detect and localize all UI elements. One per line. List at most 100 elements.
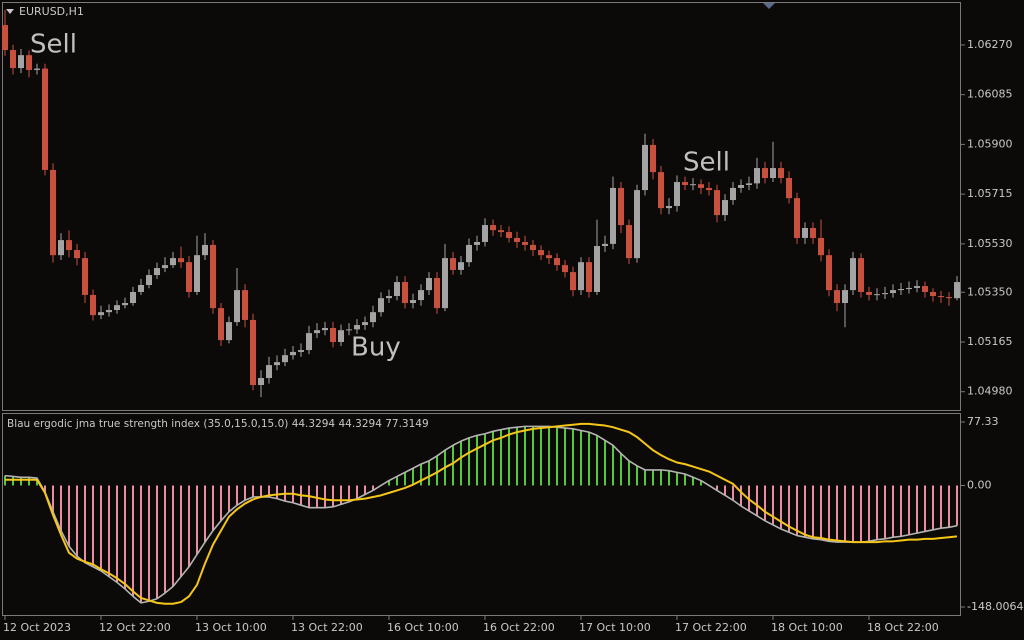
candle-body <box>538 250 544 256</box>
histogram-bar <box>132 485 134 597</box>
candle-body <box>682 182 688 185</box>
candle-body <box>266 365 272 379</box>
histogram-bar <box>396 476 398 486</box>
histogram-bar <box>52 485 54 512</box>
x-tick-label: 17 Oct 22:00 <box>675 621 747 634</box>
price-pane <box>2 2 961 411</box>
histogram-bar <box>220 485 222 521</box>
histogram-bar <box>276 485 278 499</box>
symbol-menu[interactable] <box>6 9 14 14</box>
histogram-bar <box>268 485 270 497</box>
histogram-bar <box>508 428 510 486</box>
candle-body <box>730 187 736 201</box>
histogram-bar <box>188 485 190 567</box>
histogram-bar <box>324 485 326 508</box>
histogram-bar <box>460 441 462 486</box>
histogram-bar <box>468 437 470 486</box>
histogram-bar <box>820 485 822 540</box>
candle-body <box>786 178 792 199</box>
candle-body <box>98 312 104 316</box>
candle-body <box>626 225 632 259</box>
shift-marker[interactable] <box>763 3 775 9</box>
histogram-bar <box>684 473 686 486</box>
histogram-bar <box>116 485 118 583</box>
candle-body <box>450 258 456 270</box>
candle-body <box>274 362 280 366</box>
candle-body <box>234 290 240 323</box>
histogram-bar <box>652 469 654 486</box>
histogram-bar <box>636 465 638 486</box>
y-tick-label: 1.06270 <box>967 38 1013 51</box>
histogram-bar <box>420 464 422 486</box>
histogram-bar <box>804 485 806 538</box>
x-tick-label: 17 Oct 10:00 <box>579 621 651 634</box>
histogram-bar <box>844 485 846 543</box>
histogram-bar <box>84 485 86 563</box>
histogram-bar <box>476 435 478 486</box>
histogram-bar <box>68 485 70 547</box>
candle-body <box>554 258 560 266</box>
histogram-bar <box>892 485 894 538</box>
histogram-bar <box>316 485 318 508</box>
histogram-bar <box>92 485 94 567</box>
candle-body <box>258 378 264 385</box>
histogram-bar <box>828 485 830 542</box>
candle-body <box>530 244 536 251</box>
candle-body <box>842 290 848 304</box>
histogram-bar <box>260 485 262 497</box>
histogram-bar <box>44 485 46 493</box>
candle-body <box>810 228 816 238</box>
candle-body <box>834 290 840 304</box>
candle-body <box>186 262 192 292</box>
histogram-bar <box>572 428 574 486</box>
candle-body <box>618 187 624 226</box>
histogram-bar <box>36 478 38 486</box>
candle-body <box>410 300 416 304</box>
y-tick-label: 1.05165 <box>967 335 1013 348</box>
candle-body <box>570 272 576 291</box>
histogram-bar <box>140 485 142 603</box>
histogram-bar <box>836 485 838 543</box>
histogram-bar <box>924 485 926 532</box>
candle-body <box>322 328 328 331</box>
candle-body <box>138 284 144 292</box>
histogram-bar <box>796 485 798 536</box>
histogram-bar <box>404 472 406 486</box>
histogram-bar <box>884 485 886 539</box>
candle-body <box>506 232 512 238</box>
candle-body <box>314 330 320 334</box>
candle-body <box>522 241 528 245</box>
candle-body <box>2 25 8 51</box>
histogram-bar <box>860 485 862 543</box>
candle-body <box>602 243 608 247</box>
histogram-bar <box>580 430 582 486</box>
signal-label: Sell <box>683 148 730 178</box>
histogram-bar <box>228 485 230 512</box>
histogram-bar <box>612 445 614 486</box>
candle-body <box>642 144 648 191</box>
candle-body <box>922 286 928 292</box>
histogram-bar <box>676 472 678 486</box>
histogram-bar <box>724 485 726 496</box>
candle-body <box>738 184 744 188</box>
candle-body <box>290 351 296 356</box>
histogram-bar <box>596 435 598 486</box>
candle-body <box>850 258 856 291</box>
histogram-bar <box>148 485 150 602</box>
candle-body <box>10 50 16 69</box>
histogram-bar <box>436 455 438 486</box>
histogram-bar <box>500 429 502 486</box>
candle-body <box>426 278 432 291</box>
candle-body <box>58 240 64 256</box>
candle-body <box>170 258 176 266</box>
candle-body <box>282 355 288 363</box>
candle-body <box>762 168 768 179</box>
candle-body <box>122 303 128 306</box>
candle-body <box>298 350 304 352</box>
histogram-bar <box>868 485 870 542</box>
candle-body <box>26 55 32 70</box>
histogram-bar <box>172 485 174 587</box>
candle-body <box>66 240 72 251</box>
x-tick-label: 13 Oct 10:00 <box>195 621 267 634</box>
histogram-bar <box>452 445 454 486</box>
